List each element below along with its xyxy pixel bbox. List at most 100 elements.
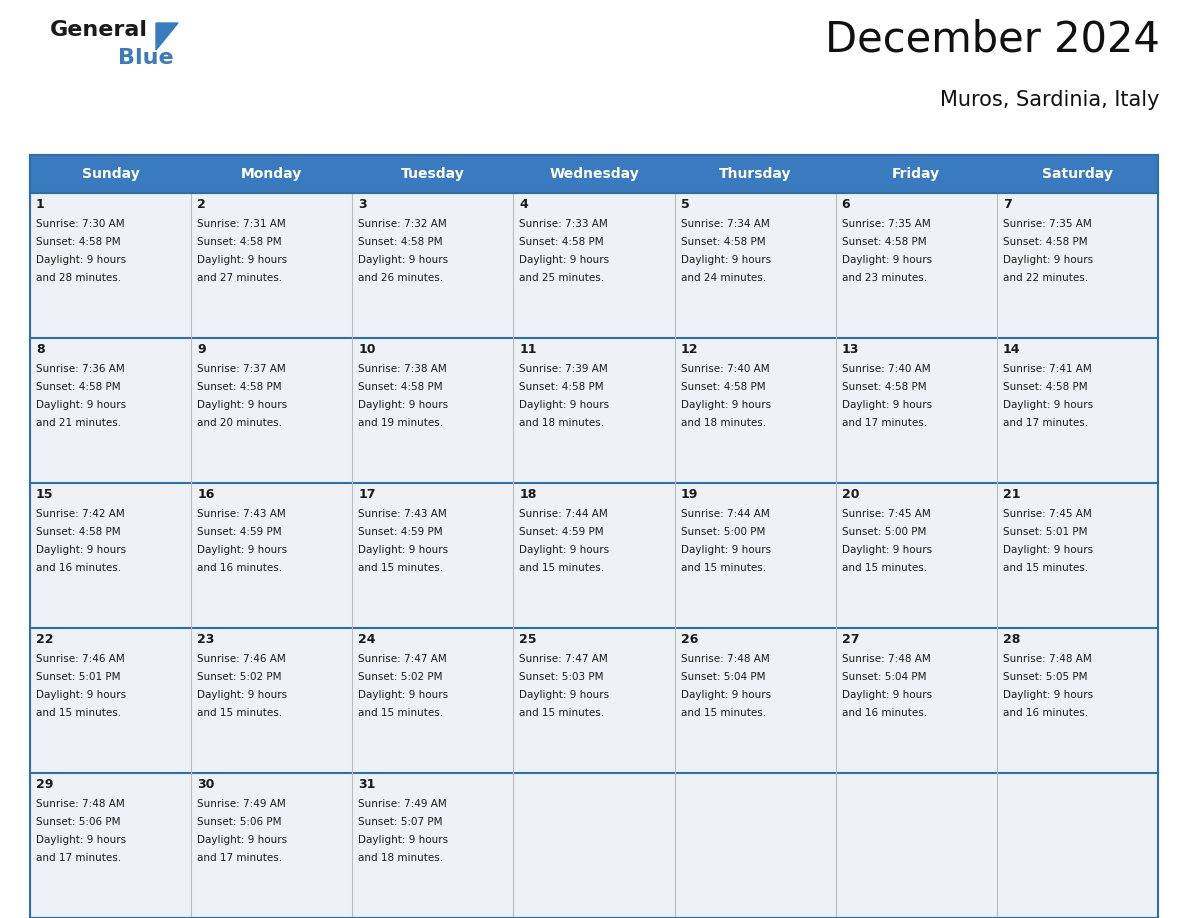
Text: 4: 4	[519, 198, 529, 211]
Text: Sunset: 4:59 PM: Sunset: 4:59 PM	[197, 527, 282, 537]
Bar	[835, 338, 997, 483]
Text: 25: 25	[519, 633, 537, 646]
Text: Sunset: 5:01 PM: Sunset: 5:01 PM	[1003, 527, 1087, 537]
Bar	[675, 773, 835, 918]
Text: 17: 17	[359, 488, 375, 501]
Text: Daylight: 9 hours: Daylight: 9 hours	[197, 400, 287, 410]
Text: 2: 2	[197, 198, 206, 211]
Text: 30: 30	[197, 778, 215, 791]
Text: Wednesday: Wednesday	[549, 167, 639, 181]
Text: Muros, Sardinia, Italy: Muros, Sardinia, Italy	[941, 90, 1159, 110]
Text: Daylight: 9 hours: Daylight: 9 hours	[1003, 690, 1093, 700]
Text: Sunrise: 7:48 AM: Sunrise: 7:48 AM	[36, 799, 125, 809]
Text: Daylight: 9 hours: Daylight: 9 hours	[36, 545, 126, 555]
Bar	[191, 773, 353, 918]
Bar	[30, 338, 191, 483]
Text: Sunrise: 7:45 AM: Sunrise: 7:45 AM	[1003, 509, 1092, 519]
Text: Daylight: 9 hours: Daylight: 9 hours	[519, 545, 609, 555]
Text: and 19 minutes.: and 19 minutes.	[359, 418, 443, 428]
Text: Sunrise: 7:39 AM: Sunrise: 7:39 AM	[519, 364, 608, 374]
Text: Daylight: 9 hours: Daylight: 9 hours	[36, 690, 126, 700]
Text: Thursday: Thursday	[719, 167, 791, 181]
Text: 3: 3	[359, 198, 367, 211]
Text: Daylight: 9 hours: Daylight: 9 hours	[197, 545, 287, 555]
Text: Sunday: Sunday	[82, 167, 139, 181]
Text: Daylight: 9 hours: Daylight: 9 hours	[842, 690, 931, 700]
Text: Sunrise: 7:48 AM: Sunrise: 7:48 AM	[842, 654, 930, 664]
Text: 16: 16	[197, 488, 215, 501]
Bar	[30, 155, 1158, 193]
Text: Sunset: 5:04 PM: Sunset: 5:04 PM	[681, 672, 765, 682]
Text: Sunrise: 7:30 AM: Sunrise: 7:30 AM	[36, 219, 125, 229]
Text: and 16 minutes.: and 16 minutes.	[842, 708, 927, 718]
Text: Daylight: 9 hours: Daylight: 9 hours	[519, 400, 609, 410]
Text: Sunset: 4:58 PM: Sunset: 4:58 PM	[681, 382, 765, 392]
Bar	[30, 155, 1158, 918]
Text: and 22 minutes.: and 22 minutes.	[1003, 273, 1088, 283]
Text: and 15 minutes.: and 15 minutes.	[359, 708, 443, 718]
Text: Sunrise: 7:44 AM: Sunrise: 7:44 AM	[681, 509, 770, 519]
Text: Sunset: 4:58 PM: Sunset: 4:58 PM	[197, 382, 282, 392]
Text: General: General	[50, 20, 148, 40]
Text: Daylight: 9 hours: Daylight: 9 hours	[681, 255, 771, 265]
Bar	[675, 483, 835, 628]
Text: Sunset: 5:02 PM: Sunset: 5:02 PM	[359, 672, 443, 682]
Bar	[353, 483, 513, 628]
Text: Daylight: 9 hours: Daylight: 9 hours	[842, 400, 931, 410]
Text: Sunset: 5:06 PM: Sunset: 5:06 PM	[197, 817, 282, 827]
Bar	[675, 628, 835, 773]
Text: and 18 minutes.: and 18 minutes.	[681, 418, 766, 428]
Text: and 15 minutes.: and 15 minutes.	[36, 708, 121, 718]
Bar	[30, 628, 191, 773]
Text: Blue: Blue	[118, 48, 173, 68]
Text: 20: 20	[842, 488, 859, 501]
Text: December 2024: December 2024	[826, 18, 1159, 60]
Text: Daylight: 9 hours: Daylight: 9 hours	[842, 255, 931, 265]
Text: Sunrise: 7:44 AM: Sunrise: 7:44 AM	[519, 509, 608, 519]
Text: Sunrise: 7:48 AM: Sunrise: 7:48 AM	[681, 654, 770, 664]
Bar	[513, 628, 675, 773]
Text: Sunset: 5:05 PM: Sunset: 5:05 PM	[1003, 672, 1087, 682]
Bar	[675, 155, 835, 193]
Text: Sunrise: 7:40 AM: Sunrise: 7:40 AM	[681, 364, 769, 374]
Bar	[835, 193, 997, 338]
Bar	[675, 193, 835, 338]
Bar	[513, 773, 675, 918]
Text: Sunrise: 7:40 AM: Sunrise: 7:40 AM	[842, 364, 930, 374]
Text: Sunrise: 7:49 AM: Sunrise: 7:49 AM	[359, 799, 447, 809]
Text: Sunset: 5:06 PM: Sunset: 5:06 PM	[36, 817, 120, 827]
Text: 26: 26	[681, 633, 697, 646]
Text: Sunrise: 7:47 AM: Sunrise: 7:47 AM	[359, 654, 447, 664]
Text: Daylight: 9 hours: Daylight: 9 hours	[36, 400, 126, 410]
Text: and 18 minutes.: and 18 minutes.	[359, 853, 443, 863]
Text: Daylight: 9 hours: Daylight: 9 hours	[359, 835, 448, 845]
Text: 31: 31	[359, 778, 375, 791]
Text: 12: 12	[681, 343, 699, 356]
Bar	[30, 773, 191, 918]
Text: 11: 11	[519, 343, 537, 356]
Bar	[675, 338, 835, 483]
Text: Sunset: 4:58 PM: Sunset: 4:58 PM	[1003, 382, 1087, 392]
Bar	[353, 155, 513, 193]
Text: Sunrise: 7:31 AM: Sunrise: 7:31 AM	[197, 219, 286, 229]
Text: Sunset: 4:59 PM: Sunset: 4:59 PM	[519, 527, 604, 537]
Bar	[835, 773, 997, 918]
Text: and 17 minutes.: and 17 minutes.	[1003, 418, 1088, 428]
Bar	[835, 155, 997, 193]
Text: 7: 7	[1003, 198, 1012, 211]
Bar	[191, 483, 353, 628]
Text: Daylight: 9 hours: Daylight: 9 hours	[519, 255, 609, 265]
Text: Sunset: 5:04 PM: Sunset: 5:04 PM	[842, 672, 927, 682]
Text: Sunset: 5:00 PM: Sunset: 5:00 PM	[681, 527, 765, 537]
Bar	[835, 483, 997, 628]
Text: Daylight: 9 hours: Daylight: 9 hours	[681, 690, 771, 700]
Text: Daylight: 9 hours: Daylight: 9 hours	[197, 255, 287, 265]
Text: Daylight: 9 hours: Daylight: 9 hours	[359, 545, 448, 555]
Text: 24: 24	[359, 633, 375, 646]
Text: 18: 18	[519, 488, 537, 501]
Text: Sunset: 4:58 PM: Sunset: 4:58 PM	[1003, 237, 1087, 247]
Text: and 15 minutes.: and 15 minutes.	[359, 563, 443, 573]
Text: Sunset: 5:07 PM: Sunset: 5:07 PM	[359, 817, 443, 827]
Text: 28: 28	[1003, 633, 1020, 646]
Text: and 27 minutes.: and 27 minutes.	[197, 273, 283, 283]
